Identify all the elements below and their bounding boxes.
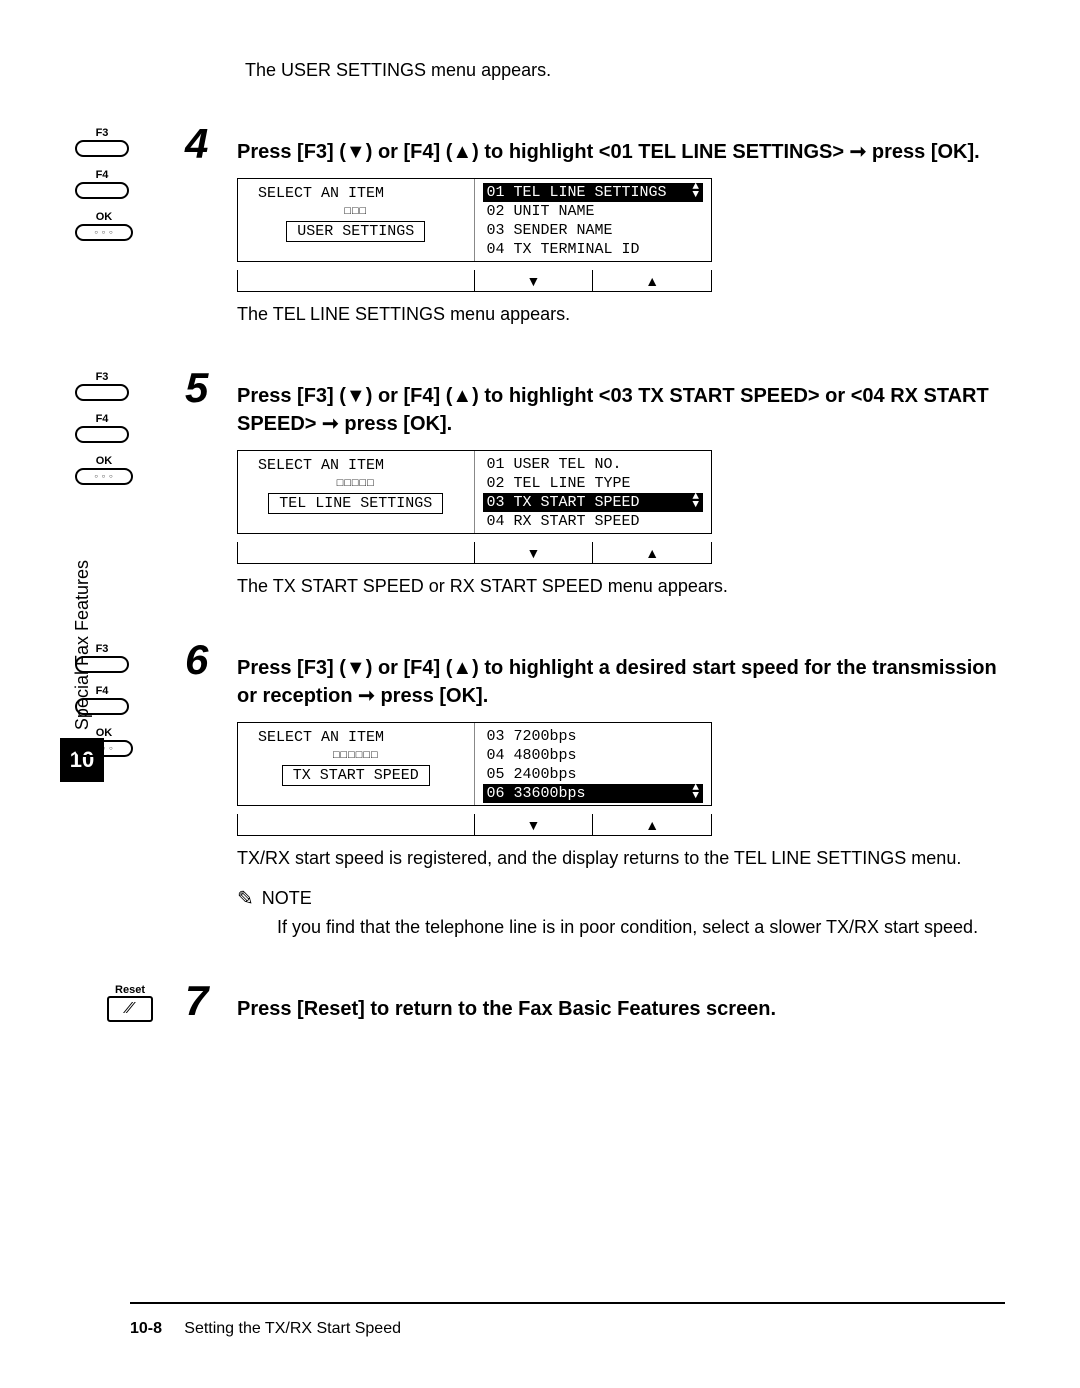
step-result: The TX START SPEED or RX START SPEED men… — [237, 574, 1005, 599]
lcd-context: TX START SPEED — [282, 765, 430, 786]
lcd-context: USER SETTINGS — [286, 221, 425, 242]
step-5: F3 F4 OK 5 Press [F3] (▼) or [F4] (▲) to… — [75, 367, 1005, 599]
key-illustration: F3 F4 OK — [75, 371, 185, 485]
f3-key-label: F3 — [96, 371, 109, 383]
lcd-bar: □□□□□ — [337, 478, 375, 490]
footer-rule — [130, 1302, 1005, 1304]
f3-key-label: F3 — [96, 127, 109, 139]
lcd-footer: ▼ ▲ — [237, 270, 712, 292]
lcd-item: 01 TEL LINE SETTINGS▲▼ — [483, 183, 704, 202]
lcd-item: 03 TX START SPEED▲▼ — [483, 493, 704, 512]
reset-key-icon: ⁄⁄ — [107, 996, 153, 1022]
lcd-item: 01 USER TEL NO. — [483, 455, 704, 474]
lcd-item: 04 RX START SPEED — [483, 512, 704, 531]
up-arrow-icon: ▲ — [592, 814, 711, 835]
note-label: NOTE — [262, 888, 312, 909]
lcd-item: 06 33600bps▲▼ — [483, 784, 704, 803]
lcd-prompt: SELECT AN ITEM — [258, 729, 384, 746]
up-arrow-icon: ▲ — [592, 270, 711, 291]
scroll-arrows-icon: ▲▼ — [692, 183, 699, 199]
lcd-footer: ▼ ▲ — [237, 542, 712, 564]
lcd-item: 03 7200bps — [483, 727, 704, 746]
side-tab-label: Special Fax Features — [72, 560, 93, 730]
scroll-arrows-icon: ▲▼ — [692, 784, 699, 800]
lcd-screen: SELECT AN ITEM □□□ USER SETTINGS 01 TEL … — [237, 178, 712, 262]
lcd-item: 04 TX TERMINAL ID — [483, 240, 704, 259]
lcd-item: 02 TEL LINE TYPE — [483, 474, 704, 493]
intro-text: The USER SETTINGS menu appears. — [245, 60, 1005, 81]
down-arrow-icon: ▼ — [474, 270, 593, 291]
lcd-footer: ▼ ▲ — [237, 814, 712, 836]
step-result: The TEL LINE SETTINGS menu appears. — [237, 302, 1005, 327]
step-6: F3 F4 OK 6 Press [F3] (▼) or [F4] (▲) to… — [75, 639, 1005, 939]
reset-key-illustration: Reset ⁄⁄ — [75, 984, 185, 1022]
lcd-prompt: SELECT AN ITEM — [258, 457, 384, 474]
step-title: Press [Reset] to return to the Fax Basic… — [237, 995, 776, 1023]
step-number: 7 — [185, 980, 227, 1022]
ok-key-label: OK — [96, 211, 113, 223]
key-illustration: F3 F4 OK — [75, 127, 185, 241]
step-number: 6 — [185, 639, 227, 681]
f3-key-icon — [75, 384, 129, 401]
ok-key-label: OK — [96, 455, 113, 467]
step-7: Reset ⁄⁄ 7 Press [Reset] to return to th… — [75, 980, 1005, 1035]
step-result: TX/RX start speed is registered, and the… — [237, 846, 1005, 871]
lcd-screen: SELECT AN ITEM □□□□□□ TX START SPEED 03 … — [237, 722, 712, 806]
f4-key-label: F4 — [96, 169, 109, 181]
step-title: Press [F3] (▼) or [F4] (▲) to highlight … — [237, 382, 1005, 438]
down-arrow-icon: ▼ — [474, 814, 593, 835]
ok-key-icon — [75, 740, 133, 757]
note-header: ✎ NOTE — [237, 886, 1005, 911]
step-4: F3 F4 OK 4 Press [F3] (▼) or [F4] (▲) to… — [75, 123, 1005, 327]
note-text: If you find that the telephone line is i… — [277, 915, 1005, 940]
lcd-context: TEL LINE SETTINGS — [268, 493, 443, 514]
step-number: 5 — [185, 367, 227, 409]
lcd-bar: □□□□□□ — [333, 750, 379, 762]
lcd-item: 02 UNIT NAME — [483, 202, 704, 221]
lcd-screen: SELECT AN ITEM □□□□□ TEL LINE SETTINGS 0… — [237, 450, 712, 534]
step-number: 4 — [185, 123, 227, 165]
up-arrow-icon: ▲ — [592, 542, 711, 563]
step-title: Press [F3] (▼) or [F4] (▲) to highlight … — [237, 654, 1005, 710]
f3-key-icon — [75, 140, 129, 157]
f4-key-icon — [75, 426, 129, 443]
footer-title: Setting the TX/RX Start Speed — [184, 1320, 401, 1337]
f4-key-label: F4 — [96, 413, 109, 425]
lcd-item: 05 2400bps — [483, 765, 704, 784]
down-arrow-icon: ▼ — [474, 542, 593, 563]
step-title: Press [F3] (▼) or [F4] (▲) to highlight … — [237, 138, 980, 166]
lcd-item: 04 4800bps — [483, 746, 704, 765]
ok-key-icon — [75, 224, 133, 241]
lcd-item: 03 SENDER NAME — [483, 221, 704, 240]
f4-key-icon — [75, 182, 129, 199]
scroll-arrows-icon: ▲▼ — [692, 493, 699, 509]
ok-key-icon — [75, 468, 133, 485]
note-icon: ✎ — [237, 886, 254, 911]
lcd-bar: □□□ — [344, 206, 367, 218]
lcd-prompt: SELECT AN ITEM — [258, 185, 384, 202]
page-number: 10-8 — [130, 1320, 162, 1337]
page-footer: 10-8 Setting the TX/RX Start Speed — [0, 1302, 1080, 1338]
reset-key-label: Reset — [115, 984, 145, 996]
